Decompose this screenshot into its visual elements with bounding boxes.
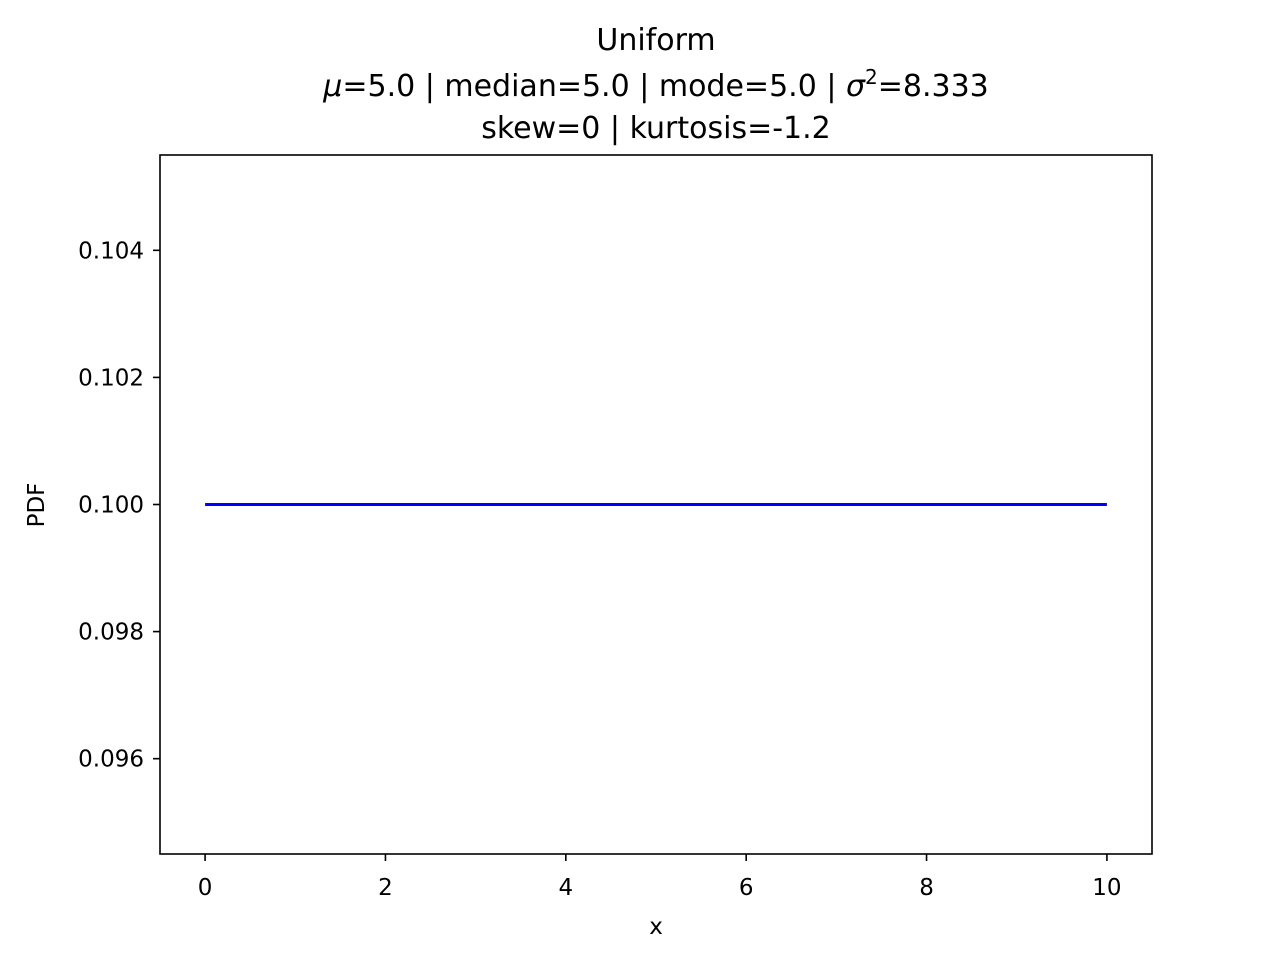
mu-symbol: μ <box>322 69 342 104</box>
y-tick-label: 0.102 <box>78 365 144 391</box>
x-axis-label: x <box>649 914 663 940</box>
x-tick-label: 0 <box>198 875 213 901</box>
y-tick-label: 0.104 <box>78 238 144 264</box>
y-axis-label: PDF <box>24 483 50 528</box>
x-tick-label: 4 <box>558 875 573 901</box>
y-tick-label: 0.098 <box>78 620 144 646</box>
chart-title: Uniform <box>596 23 715 58</box>
y-tick-label: 0.100 <box>78 493 144 519</box>
x-axis-ticks: 0 2 4 6 8 10 <box>198 854 1122 901</box>
sigma-symbol: σ <box>846 69 866 104</box>
variance-value: =8.333 <box>878 69 989 104</box>
x-tick-label: 2 <box>378 875 393 901</box>
x-tick-label: 8 <box>919 875 934 901</box>
chart-subtitle-line1: μ=5.0 | median=5.0 | mode=5.0 | σ2=8.333 <box>322 65 989 104</box>
chart-subtitle-line2: skew=0 | kurtosis=-1.2 <box>481 111 831 146</box>
x-tick-label: 6 <box>739 875 754 901</box>
y-tick-label: 0.096 <box>78 747 144 773</box>
subtitle-stats: =5.0 | median=5.0 | mode=5.0 | <box>342 69 846 104</box>
x-tick-label: 10 <box>1092 875 1121 901</box>
sigma-exponent: 2 <box>865 65 878 89</box>
y-axis-ticks: 0.096 0.098 0.100 0.102 0.104 <box>78 238 160 773</box>
